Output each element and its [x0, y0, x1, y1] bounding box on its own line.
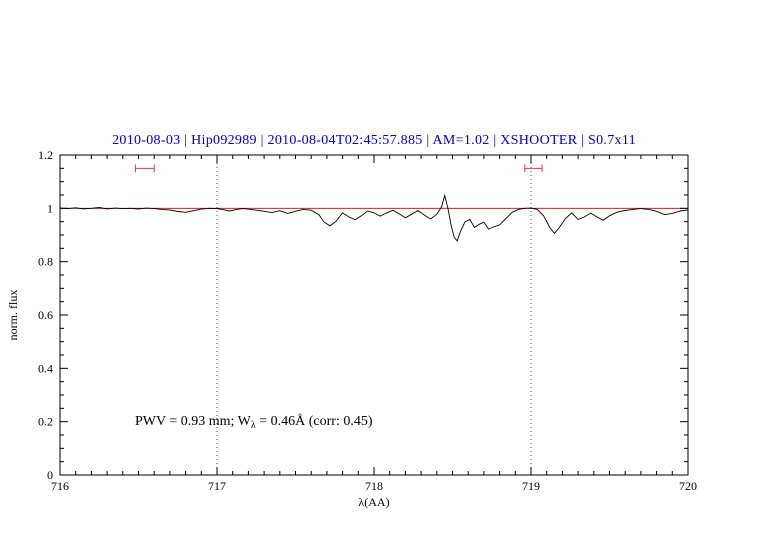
range-markers-group	[134, 164, 543, 173]
y-tick-label: 0	[47, 468, 53, 482]
x-tick-label: 719	[522, 479, 540, 493]
x-tick-label: 716	[51, 479, 69, 493]
spectrum-line-group	[59, 193, 689, 242]
axis-ticks-group	[59, 154, 689, 476]
y-axis-label: norm. flux	[6, 290, 20, 341]
x-tick-label: 717	[208, 479, 226, 493]
x-tick-label: 720	[679, 479, 697, 493]
tick-labels-group: 716 717 718 719 720 0 0.2 0.4 0.6 0.8 1 1.2	[38, 148, 697, 493]
pwv-annotation-suffix: = 0.46Å (corr: 0.45)	[256, 413, 373, 429]
x-tick-label: 718	[365, 479, 383, 493]
y-tick-label: 0.2	[38, 415, 53, 429]
gridlines-group	[216, 155, 532, 475]
plot-title: 2010-08-03 | Hip092989 | 2010-08-04T02:4…	[112, 133, 636, 148]
y-tick-label: 1.2	[38, 148, 53, 162]
y-tick-label: 0.4	[38, 361, 53, 375]
pwv-annotation-subscript: λ	[251, 420, 256, 431]
x-axis-label: λ(AA)	[358, 495, 389, 509]
y-tick-label: 0.8	[38, 255, 53, 269]
pwv-annotation: PWV = 0.93 mm; Wλ = 0.46Å (corr: 0.45)	[135, 413, 373, 431]
spectrum-polyline	[59, 193, 689, 242]
y-tick-label: 0.6	[38, 308, 53, 322]
pwv-annotation-prefix: PWV = 0.93 mm; W	[135, 414, 252, 429]
y-tick-label: 1	[47, 201, 53, 215]
